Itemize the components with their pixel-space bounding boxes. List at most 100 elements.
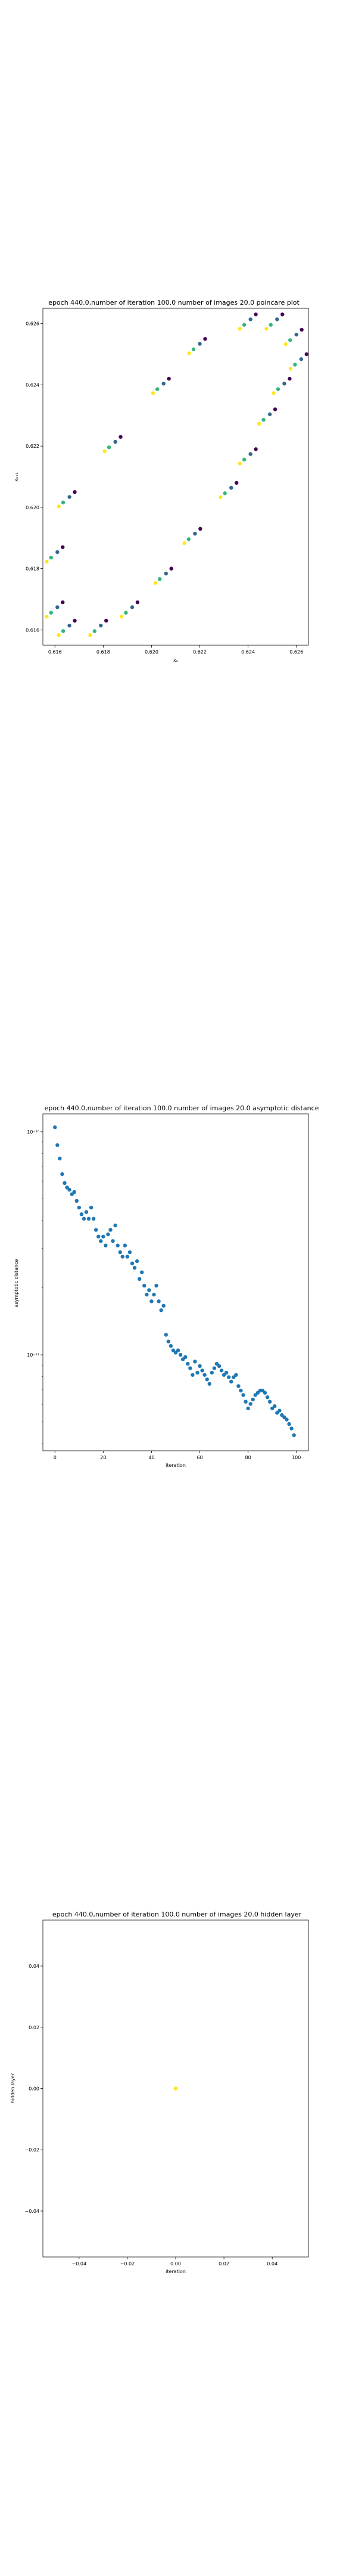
asymptotic-point <box>222 1373 226 1377</box>
poincare-point <box>191 347 196 352</box>
asymptotic-point <box>289 1426 294 1431</box>
asymptotic-point <box>280 1413 284 1417</box>
asymptotic-xlabel: iteration <box>166 1463 186 1468</box>
asymptotic-point <box>277 1408 282 1413</box>
asymptotic-point <box>118 1250 122 1255</box>
poincare-point <box>293 363 297 367</box>
poincare-point <box>73 490 77 494</box>
poincare-point <box>272 391 276 395</box>
asymptotic-xtick-label: 40 <box>148 1455 154 1460</box>
asymptotic-point <box>178 1352 183 1357</box>
poincare-point <box>119 615 124 619</box>
asymptotic-point <box>169 1343 173 1348</box>
hidden-layer-ytick-label: 0.00 <box>29 2086 39 2092</box>
poincare-point <box>182 541 186 546</box>
asymptotic-xtick-label: 20 <box>100 1455 106 1460</box>
asymptotic-point <box>53 1125 57 1129</box>
asymptotic-point <box>140 1270 144 1274</box>
poincare-point <box>261 417 266 422</box>
poincare-point <box>275 317 279 321</box>
asymptotic-point <box>275 1411 279 1415</box>
asymptotic-point <box>154 1283 158 1288</box>
poincare-point <box>299 357 304 361</box>
asymptotic-point <box>239 1388 243 1393</box>
asymptotic-point <box>91 1216 96 1221</box>
poincare-point <box>49 555 53 560</box>
asymptotic-point <box>285 1417 289 1422</box>
poincare-point <box>151 391 155 395</box>
asymptotic-point <box>173 1351 178 1355</box>
asymptotic-point <box>234 1373 238 1377</box>
asymptotic-point <box>255 1391 260 1395</box>
poincare-point <box>288 338 292 342</box>
asymptotic-point <box>60 1172 64 1176</box>
asymptotic-point <box>241 1393 245 1397</box>
asymptotic-point <box>282 1415 286 1420</box>
asymptotic-point <box>195 1370 199 1375</box>
poincare-point <box>158 577 162 581</box>
hidden-layer-ylabel: hidden layer <box>10 2073 15 2103</box>
poincare-points <box>45 312 308 637</box>
poincare-title: epoch 440.0,number of iteration 100.0 nu… <box>48 299 300 306</box>
asymptotic-point <box>267 1400 272 1404</box>
asymptotic-point <box>147 1288 151 1292</box>
poincare-point <box>67 623 71 628</box>
asymptotic-point <box>200 1368 204 1373</box>
asymptotic-point <box>210 1370 214 1375</box>
poincare-point <box>294 332 298 337</box>
asymptotic-point <box>244 1400 248 1404</box>
asymptotic-ylabel: asymptotic distance <box>14 1259 19 1307</box>
asymptotic-point <box>183 1355 188 1360</box>
hidden-layer-xtick-label: −0.02 <box>120 2261 135 2267</box>
asymptotic-ytick-label: 10⁻¹¹ <box>27 1352 39 1358</box>
asymptotic-point <box>186 1361 190 1366</box>
poincare-point <box>248 317 252 321</box>
hidden-layer-ytick-label: −0.02 <box>24 2147 39 2153</box>
asymptotic-point <box>113 1223 117 1228</box>
asymptotic-point <box>265 1395 270 1400</box>
asymptotic-point <box>246 1406 250 1411</box>
asymptotic-point <box>123 1243 127 1247</box>
poincare-xtick-label: 0.626 <box>289 649 303 655</box>
poincare-point <box>300 327 304 332</box>
asymptotic-point <box>251 1397 255 1402</box>
poincare-point <box>88 633 92 637</box>
asymptotic-point <box>207 1382 211 1386</box>
poincare-ticks: 0.616 0.618 0.620 0.622 0.624 0.626 0.616 0.618… <box>26 321 303 655</box>
asymptotic-point <box>180 1357 185 1361</box>
asymptotic-point <box>287 1422 291 1426</box>
poincare-point <box>198 527 202 531</box>
asymptotic-point <box>166 1339 171 1343</box>
asymptotic-xtick-label: 60 <box>197 1455 202 1460</box>
asymptotic-xtick-label: 100 <box>292 1455 301 1460</box>
poincare-point <box>254 312 258 317</box>
poincare-point <box>124 611 128 615</box>
poincare-ytick-label: 0.620 <box>26 505 39 510</box>
asymptotic-point <box>127 1250 132 1255</box>
poincare-point <box>167 376 171 381</box>
poincare-chart: epoch 440.0,number of iteration 100.0 nu… <box>14 299 309 663</box>
poincare-point <box>186 537 191 541</box>
asymptotic-point <box>193 1360 197 1364</box>
asymptotic-point <box>108 1228 113 1232</box>
poincare-point <box>203 337 207 341</box>
poincare-point <box>283 342 288 346</box>
asymptotic-point <box>86 1216 91 1221</box>
asymptotic-point <box>106 1232 110 1237</box>
hidden-layer-title: epoch 440.0,number of iteration 100.0 nu… <box>52 1911 302 1918</box>
asymptotic-point <box>248 1402 252 1406</box>
poincare-point <box>57 504 61 509</box>
asymptotic-point <box>63 1181 67 1185</box>
poincare-point <box>223 491 227 496</box>
poincare-point <box>238 462 242 466</box>
asymptotic-point <box>152 1292 156 1297</box>
poincare-point <box>45 559 49 564</box>
hidden-layer-xtick-label: 0.02 <box>219 2261 229 2267</box>
asymptotic-point <box>161 1304 166 1308</box>
hidden-layer-xtick-label: 0.00 <box>170 2261 181 2267</box>
poincare-point <box>99 623 103 628</box>
poincare-point <box>304 352 308 357</box>
asymptotic-point <box>142 1283 146 1288</box>
poincare-xtick-label: 0.622 <box>193 649 207 655</box>
asymptotic-point <box>74 1199 79 1203</box>
